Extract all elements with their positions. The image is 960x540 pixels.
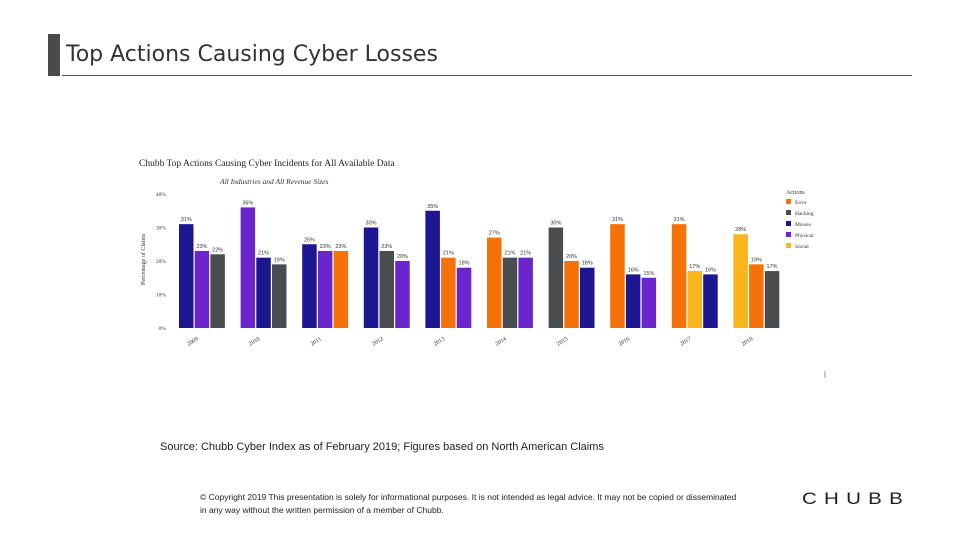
bar-value-label: 21% [504,251,515,257]
bar-2012-misuse [363,227,379,328]
chubb-logo: CHUBB [802,489,910,508]
bar-2012-hacking [379,250,394,328]
bar-chart: Chubb Top Actions Causing Cyber Incident… [139,158,826,378]
bar-2010-misuse [256,257,271,328]
bar-value-label: 19% [751,257,762,263]
legend-swatch-social [786,243,791,248]
y-tick-label: 0% [159,326,167,332]
x-tick-label: 2016 [618,336,631,347]
legend-label-physical: Physical [795,233,814,239]
bar-value-label: 31% [612,217,623,223]
legend-label-social: Social [795,244,809,250]
bar-value-label: 15% [643,271,654,277]
bar-2016-error [610,224,625,328]
copyright-note: © Copyright 2019 This presentation is so… [200,492,737,515]
x-tick-label: 2013 [433,336,446,347]
bar-2011-error [333,250,349,328]
title-accent-bar [48,34,60,76]
bar-value-label: 25% [304,237,315,243]
y-tick-label: 30% [156,226,167,232]
bar-value-label: 16% [705,267,716,273]
bar-value-label: 20% [566,254,577,260]
bar-value-label: 35% [427,204,438,210]
legend-label-error: Error [795,200,807,206]
bar-2010-physical [240,207,256,328]
bar-2014-hacking [502,257,518,328]
x-tick-label: 2014 [494,336,507,347]
bar-2009-misuse [179,224,194,328]
bar-value-label: 36% [242,200,253,206]
bar-value-label: 18% [582,261,593,267]
legend-label-hacking: Hacking [795,211,814,217]
bar-value-label: 30% [550,221,561,227]
bar-2017-social [687,271,702,328]
x-tick-label: 2017 [679,336,692,347]
bar-value-label: 23% [335,244,346,250]
legend-swatch-misuse [786,221,791,226]
legend-title: Actions [786,190,805,196]
bar-value-label: 21% [258,251,269,257]
bar-2010-hacking [272,264,287,328]
bar-2015-hacking [548,227,564,328]
bar-2018-hacking [764,271,780,328]
bar-value-label: 18% [459,261,470,267]
bar-value-label: 31% [674,217,685,223]
bar-2014-error [487,237,502,328]
bar-value-label: 17% [689,264,700,270]
bar-2015-error [564,261,579,328]
bar-2013-physical [456,267,472,328]
bar-2009-physical [194,250,210,328]
bar-2009-hacking [210,254,225,328]
bar-value-label: 28% [735,227,746,233]
bar-value-label: 20% [397,254,408,260]
bar-2017-misuse [703,274,718,328]
chart-title: Chubb Top Actions Causing Cyber Incident… [139,158,395,169]
chart-panel: Chubb Top Actions Causing Cyber Incident… [136,150,828,380]
bar-2014-physical [518,257,533,328]
bar-value-label: 22% [212,247,223,253]
legend-label-misuse: Misuse [795,222,811,228]
page-title: Top Actions Causing Cyber Losses [66,42,438,67]
bar-2018-social [733,234,748,328]
bar-value-label: 30% [366,221,377,227]
bar-2013-misuse [425,210,440,328]
bar-value-label: 23% [196,244,207,250]
y-tick-label: 10% [156,293,167,299]
bar-value-label: 23% [381,244,392,250]
x-tick-label: 2015 [556,336,569,347]
bar-2017-error [671,224,687,328]
bar-2016-misuse [625,274,641,328]
bar-value-label: 19% [274,257,285,263]
title-divider [62,75,912,76]
x-tick-label: 2011 [310,336,323,347]
bar-2013-error [441,257,456,328]
bar-value-label: 27% [489,231,500,237]
y-axis-label: Percentage of Claims [140,233,147,285]
bar-value-label: 16% [628,267,639,273]
bar-2012-physical [395,261,410,328]
legend-swatch-physical [786,232,791,237]
bar-2015-misuse [580,267,595,328]
x-tick-label: 2018 [741,336,754,347]
bar-2016-physical [641,277,657,328]
bar-value-label: 21% [520,251,531,257]
y-tick-label: 20% [156,259,167,265]
legend-swatch-hacking [786,210,791,215]
x-tick-label: 2012 [371,336,384,347]
x-tick-label: 2010 [248,336,261,347]
source-note: Source: Chubb Cyber Index as of February… [160,441,604,453]
bar-2011-physical [317,250,333,328]
chart-subtitle: All Industries and All Revenue Sizes [219,177,328,186]
bar-2011-misuse [302,244,317,328]
bar-2018-error [749,264,764,328]
x-tick-label: 2009 [186,336,199,347]
bar-value-label: 23% [320,244,331,250]
y-tick-label: 40% [156,192,167,198]
chubb-logo-text: CHUBB [802,489,910,508]
bar-value-label: 17% [767,264,778,270]
legend-swatch-error [786,199,791,204]
bar-value-label: 31% [181,217,192,223]
bar-value-label: 21% [443,251,454,257]
